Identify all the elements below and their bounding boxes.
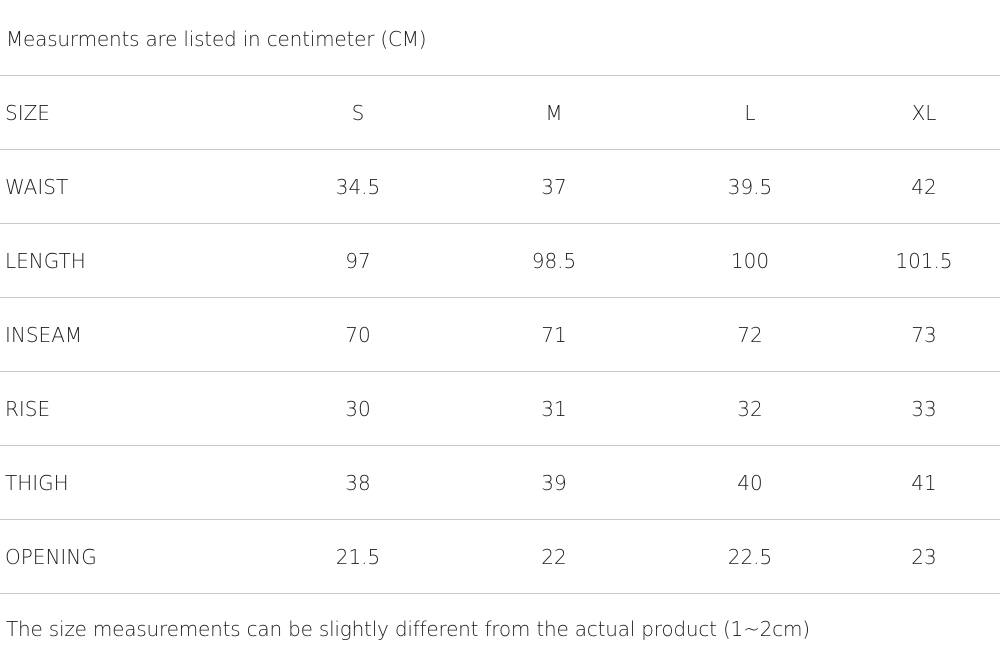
row-label: LENGTH (0, 223, 260, 298)
size-chart-table: SIZE S M L XL WAIST 34.5 37 39.5 42 LENG… (0, 75, 1000, 594)
table-row-rise: RISE 30 31 32 33 (0, 371, 1000, 446)
measurement-unit-note: Measurments are listed in centimeter (CM… (6, 27, 427, 51)
size-disclaimer-note: The size measurements can be slightly di… (6, 617, 810, 641)
cell-value: 101.5 (848, 223, 1000, 298)
cell-value: 100 (652, 223, 848, 298)
cell-value: 98.5 (456, 223, 652, 298)
table-row-length: LENGTH 97 98.5 100 101.5 (0, 223, 1000, 298)
table-row-inseam: INSEAM 70 71 72 73 (0, 297, 1000, 372)
cell-value: 71 (456, 297, 652, 372)
cell-value: 21.5 (260, 519, 456, 594)
size-column-xl: XL (848, 75, 1000, 150)
cell-value: 32 (652, 371, 848, 446)
cell-value: 22.5 (652, 519, 848, 594)
cell-value: 31 (456, 371, 652, 446)
header-row: SIZE S M L XL (0, 75, 1000, 150)
row-label: INSEAM (0, 297, 260, 372)
cell-value: 22 (456, 519, 652, 594)
cell-value: 70 (260, 297, 456, 372)
cell-value: 73 (848, 297, 1000, 372)
cell-value: 97 (260, 223, 456, 298)
cell-value: 40 (652, 445, 848, 520)
cell-value: 33 (848, 371, 1000, 446)
row-label: WAIST (0, 149, 260, 224)
cell-value: 30 (260, 371, 456, 446)
size-column-s: S (260, 75, 456, 150)
row-label: THIGH (0, 445, 260, 520)
cell-value: 72 (652, 297, 848, 372)
cell-value: 39 (456, 445, 652, 520)
cell-value: 39.5 (652, 149, 848, 224)
row-label: RISE (0, 371, 260, 446)
size-header-label: SIZE (0, 75, 260, 150)
cell-value: 41 (848, 445, 1000, 520)
size-column-l: L (652, 75, 848, 150)
cell-value: 23 (848, 519, 1000, 594)
cell-value: 34.5 (260, 149, 456, 224)
table-row-waist: WAIST 34.5 37 39.5 42 (0, 149, 1000, 224)
table-row-thigh: THIGH 38 39 40 41 (0, 445, 1000, 520)
cell-value: 37 (456, 149, 652, 224)
size-column-m: M (456, 75, 652, 150)
table-row-opening: OPENING 21.5 22 22.5 23 (0, 519, 1000, 594)
row-label: OPENING (0, 519, 260, 594)
cell-value: 38 (260, 445, 456, 520)
cell-value: 42 (848, 149, 1000, 224)
